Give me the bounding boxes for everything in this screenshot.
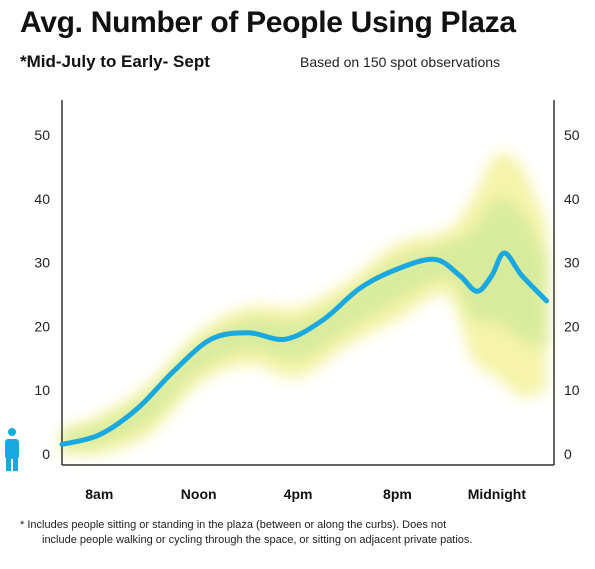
y-tick-label-left: 40 <box>34 191 50 207</box>
observation-note: Based on 150 spot observations <box>300 54 501 70</box>
y-tick-label-right: 30 <box>564 255 580 271</box>
y-tick-label-right: 0 <box>564 446 572 462</box>
person-icon-head <box>8 428 16 436</box>
chart-axes <box>61 100 555 466</box>
line-chart: 0 0 10 10 20 20 30 30 40 40 50 50 8am Noon 4pm 8pm Midni… <box>5 100 580 502</box>
x-tick-label: Midnight <box>468 486 527 502</box>
y-tick-label-right: 50 <box>564 127 580 143</box>
person-icon-leg-left <box>6 457 11 471</box>
footnote-line-1: * Includes people sitting or standing in… <box>20 519 447 531</box>
y-tick-label-right: 40 <box>564 191 580 207</box>
y-tick-label-left: 10 <box>34 382 50 398</box>
y-tick-label-left: 20 <box>34 318 50 334</box>
x-tick-label: 4pm <box>284 486 313 502</box>
footnote: * Includes people sitting or standing in… <box>20 518 585 548</box>
y-tick-label-left: 50 <box>34 127 50 143</box>
chart-title: Avg. Number of People Using Plaza <box>20 6 516 39</box>
y-tick-label-right: 10 <box>564 382 580 398</box>
x-tick-label: 8pm <box>383 486 412 502</box>
y-tick-label-left: 0 <box>42 446 50 462</box>
y-tick-label-right: 20 <box>564 318 580 334</box>
series-line <box>59 250 549 447</box>
person-icon-leg-right <box>13 457 18 471</box>
person-icon <box>5 428 19 471</box>
tick-labels: 0 0 10 10 20 20 30 30 40 40 50 50 8am Noon 4pm 8pm Midni… <box>34 127 579 502</box>
x-tick-label: 8am <box>85 486 113 502</box>
footnote-line-2: include people walking or cycling throug… <box>42 534 473 546</box>
person-icon-body <box>5 439 19 459</box>
x-tick-label: Noon <box>181 486 217 502</box>
series-line-1 <box>59 250 549 447</box>
y-tick-label-left: 30 <box>34 255 50 271</box>
chart-subtitle: *Mid-July to Early- Sept <box>20 52 210 71</box>
